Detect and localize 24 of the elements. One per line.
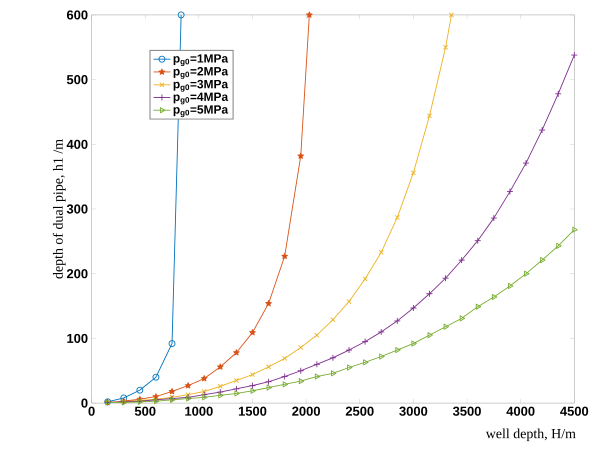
x-tick-label: 1500	[238, 406, 266, 416]
x-tick-label: 3500	[452, 406, 481, 416]
y-tick-label: 500	[66, 75, 88, 84]
legend-label: p$_{g0}$=3MPa	[174, 80, 228, 92]
y-tick-label: 100	[67, 334, 88, 344]
legend-label: p$_{g0}$=4MPa	[174, 92, 228, 104]
x-tick-label: 2500	[346, 406, 374, 416]
x-tick-label: 0	[88, 406, 95, 416]
y-tick-label: 400	[66, 140, 88, 150]
x-tick-label: 1000	[185, 406, 213, 416]
y-axis-title: depth of dual pipe, h1 /m	[52, 139, 66, 279]
y-tick-label: 200	[66, 269, 88, 278]
x-tick-label: 3000	[399, 406, 428, 416]
x-tick-label: 4000	[506, 406, 535, 416]
y-tick-label: 300	[66, 204, 88, 214]
legend-label: p$_{g0}$=5MPa	[174, 106, 228, 118]
y-tick-label: 600	[66, 10, 88, 20]
x-axis-title: well depth, H/m	[486, 428, 576, 442]
x-tick-label: 2000	[292, 406, 320, 416]
legend-label: p$_{g0}$=1MPa	[174, 54, 228, 66]
legend-label: p$_{g0}$=2MPa	[174, 67, 228, 79]
x-tick-label: 4500	[560, 406, 588, 416]
x-tick-label: 500	[134, 406, 156, 416]
y-tick-label: 0	[81, 398, 88, 408]
